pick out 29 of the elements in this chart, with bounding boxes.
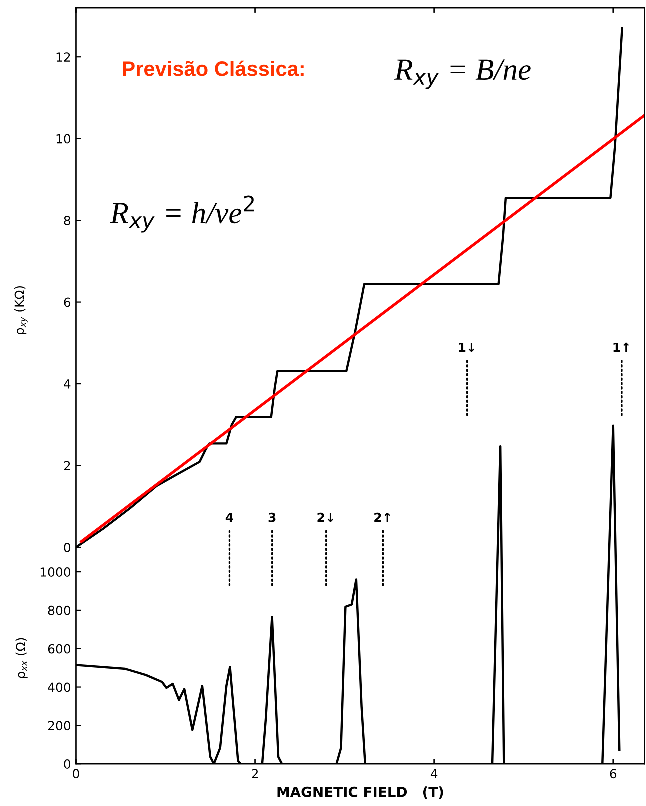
y-tick-label: 200 bbox=[48, 721, 71, 731]
annotation: 3 bbox=[268, 512, 276, 522]
annotation: R$_{xy}$ = h/νe$^{2}$ bbox=[110, 196, 254, 233]
annotation: 4 bbox=[226, 513, 234, 522]
y-tick-label: 800 bbox=[48, 606, 71, 616]
y-tick-label: 0 bbox=[64, 542, 71, 552]
y-tick-label: 0 bbox=[64, 760, 71, 770]
annotation: 2↑ bbox=[374, 512, 390, 522]
y-tick-label: 10 bbox=[56, 134, 71, 144]
annotation: 2↓ bbox=[318, 512, 334, 522]
y-axis-title: ρ$_{xy}$ (KΩ) bbox=[14, 286, 28, 334]
y-tick-label: 8 bbox=[64, 216, 71, 226]
y-axis-title: ρ$_{xx}$ (Ω) bbox=[16, 638, 28, 678]
y-tick-label: 6 bbox=[64, 298, 71, 308]
annotation: 1↑ bbox=[614, 342, 630, 352]
x-axis-title: MAGNETIC FIELD (T) bbox=[278, 786, 444, 799]
annotation: R$_{xy}$ = B/ne bbox=[394, 60, 531, 90]
annotation: Previsão Clássica: bbox=[123, 60, 304, 76]
y-tick-label: 400 bbox=[48, 682, 71, 692]
y-tick-label: 600 bbox=[48, 644, 71, 654]
x-tick-label: 0 bbox=[73, 769, 80, 779]
y-tick-label: 2 bbox=[64, 461, 70, 471]
y-tick-label: 12 bbox=[56, 52, 70, 62]
x-tick-label: 4 bbox=[430, 769, 438, 778]
x-tick-label: 6 bbox=[610, 769, 617, 779]
x-tick-label: 2 bbox=[252, 769, 258, 778]
y-tick-label: 4 bbox=[64, 380, 71, 389]
annotation: 1↓ bbox=[459, 342, 475, 352]
y-tick-label: 1000 bbox=[40, 568, 71, 577]
